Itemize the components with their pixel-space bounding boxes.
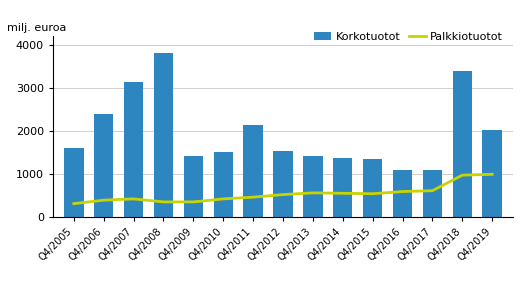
Bar <box>423 170 442 217</box>
Bar <box>184 156 203 217</box>
Bar <box>363 159 382 217</box>
Palkkiotuotot <box>101 198 107 202</box>
Bar <box>214 152 233 217</box>
Legend: Korkotuotot, Palkkiotuotot: Korkotuotot, Palkkiotuotot <box>310 27 507 46</box>
Palkkiotuotot <box>399 190 406 193</box>
Bar <box>303 156 323 217</box>
Palkkiotuotot <box>280 193 286 196</box>
Bar <box>154 53 173 217</box>
Bar <box>124 82 143 217</box>
Palkkiotuotot <box>459 173 466 177</box>
Palkkiotuotot <box>429 189 435 192</box>
Palkkiotuotot <box>369 192 376 195</box>
Palkkiotuotot <box>309 191 316 195</box>
Line: Palkkiotuotot: Palkkiotuotot <box>74 174 492 204</box>
Bar <box>94 114 113 217</box>
Palkkiotuotot <box>250 195 257 199</box>
Palkkiotuotot <box>489 172 495 176</box>
Palkkiotuotot <box>220 197 226 201</box>
Text: milj. euroa: milj. euroa <box>7 23 66 33</box>
Bar <box>273 151 293 217</box>
Bar <box>333 158 352 217</box>
Bar <box>482 130 502 217</box>
Palkkiotuotot <box>160 200 167 204</box>
Bar <box>453 71 472 217</box>
Bar <box>393 170 412 217</box>
Palkkiotuotot <box>131 197 137 201</box>
Palkkiotuotot <box>190 200 197 204</box>
Palkkiotuotot <box>340 191 346 195</box>
Palkkiotuotot <box>71 202 77 205</box>
Bar <box>243 125 263 217</box>
Bar <box>64 148 84 217</box>
